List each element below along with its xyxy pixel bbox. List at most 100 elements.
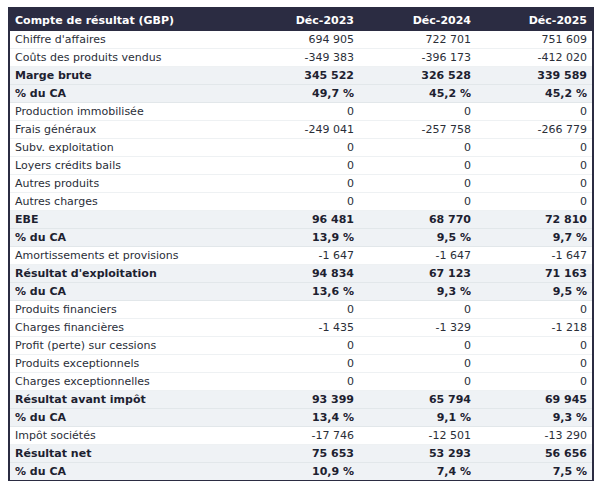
row-label-cell: Résultat d'exploitation bbox=[9, 265, 242, 283]
value-cell: -249 041 bbox=[242, 121, 359, 139]
value-cell: 0 bbox=[242, 139, 359, 157]
value-cell: 0 bbox=[359, 373, 476, 391]
value-cell: 0 bbox=[359, 139, 476, 157]
table-row: Impôt sociétés-17 746-12 501-13 290 bbox=[9, 427, 593, 445]
value-cell: 94 834 bbox=[242, 265, 359, 283]
table-row: % du CA10,9 %7,4 %7,5 % bbox=[9, 463, 593, 481]
row-label-cell: % du CA bbox=[9, 85, 242, 103]
table-row: Marge brute345 522326 528339 589 bbox=[9, 67, 593, 85]
table-row: Loyers crédits bails000 bbox=[9, 157, 593, 175]
value-cell: -257 758 bbox=[359, 121, 476, 139]
row-label-cell: Produits financiers bbox=[9, 301, 242, 319]
value-cell: 0 bbox=[476, 301, 593, 319]
value-cell: 7,5 % bbox=[476, 463, 593, 481]
row-label-cell: % du CA bbox=[9, 463, 242, 481]
row-label-cell: Impôt sociétés bbox=[9, 427, 242, 445]
value-cell: 0 bbox=[359, 157, 476, 175]
value-cell: 0 bbox=[242, 373, 359, 391]
value-cell: 96 481 bbox=[242, 211, 359, 229]
value-cell: 345 522 bbox=[242, 67, 359, 85]
value-cell: 10,9 % bbox=[242, 463, 359, 481]
value-cell: 13,9 % bbox=[242, 229, 359, 247]
value-cell: -396 173 bbox=[359, 49, 476, 67]
table-row: Coûts des produits vendus-349 383-396 17… bbox=[9, 49, 593, 67]
value-cell: 71 163 bbox=[476, 265, 593, 283]
value-cell: -1 647 bbox=[242, 247, 359, 265]
value-cell: 65 794 bbox=[359, 391, 476, 409]
value-cell: 7,4 % bbox=[359, 463, 476, 481]
row-label-cell: Frais généraux bbox=[9, 121, 242, 139]
value-cell: -349 383 bbox=[242, 49, 359, 67]
value-cell: 722 701 bbox=[359, 31, 476, 49]
value-cell: 9,3 % bbox=[476, 409, 593, 427]
value-cell: 53 293 bbox=[359, 445, 476, 463]
table-row: % du CA13,4 %9,1 %9,3 % bbox=[9, 409, 593, 427]
row-label-cell: Résultat net bbox=[9, 445, 242, 463]
value-cell: 0 bbox=[359, 175, 476, 193]
row-label-cell: Autres produits bbox=[9, 175, 242, 193]
row-label-cell: Profit (perte) sur cessions bbox=[9, 337, 242, 355]
table-row: Résultat d'exploitation94 83467 12371 16… bbox=[9, 265, 593, 283]
value-cell: 0 bbox=[242, 355, 359, 373]
value-cell: 9,5 % bbox=[359, 229, 476, 247]
row-label-cell: Loyers crédits bails bbox=[9, 157, 242, 175]
table-row: Produits exceptionnels000 bbox=[9, 355, 593, 373]
value-cell: 68 770 bbox=[359, 211, 476, 229]
table-row: EBE96 48168 77072 810 bbox=[9, 211, 593, 229]
value-cell: 339 589 bbox=[476, 67, 593, 85]
value-cell: -13 290 bbox=[476, 427, 593, 445]
value-cell: 0 bbox=[359, 193, 476, 211]
value-cell: 0 bbox=[242, 301, 359, 319]
value-cell: 75 653 bbox=[242, 445, 359, 463]
table-row: Résultat net75 65353 29356 656 bbox=[9, 445, 593, 463]
row-label-cell: % du CA bbox=[9, 283, 242, 301]
value-cell: 13,6 % bbox=[242, 283, 359, 301]
table-row: Profit (perte) sur cessions000 bbox=[9, 337, 593, 355]
row-label-cell: Marge brute bbox=[9, 67, 242, 85]
value-cell: 0 bbox=[242, 157, 359, 175]
row-label-cell: Charges exceptionnelles bbox=[9, 373, 242, 391]
table-body: Chiffre d'affaires694 905722 701751 609C… bbox=[9, 31, 593, 481]
table-row: Résultat avant impôt93 39965 79469 945 bbox=[9, 391, 593, 409]
table-header: Compte de résultat (GBP) Déc-2023 Déc-20… bbox=[9, 8, 593, 31]
value-cell: 45,2 % bbox=[476, 85, 593, 103]
table-row: Production immobilisée000 bbox=[9, 103, 593, 121]
value-cell: 67 123 bbox=[359, 265, 476, 283]
value-cell: 694 905 bbox=[242, 31, 359, 49]
table-row: Charges exceptionnelles000 bbox=[9, 373, 593, 391]
row-label-cell: Charges financières bbox=[9, 319, 242, 337]
row-label-cell: Amortissements et provisions bbox=[9, 247, 242, 265]
value-cell: 49,7 % bbox=[242, 85, 359, 103]
table-row: Autres produits000 bbox=[9, 175, 593, 193]
value-cell: -1 218 bbox=[476, 319, 593, 337]
value-cell: 0 bbox=[476, 337, 593, 355]
row-label-cell: Autres charges bbox=[9, 193, 242, 211]
row-label-cell: Résultat avant impôt bbox=[9, 391, 242, 409]
value-cell: 0 bbox=[359, 103, 476, 121]
table-row: Charges financières-1 435-1 329-1 218 bbox=[9, 319, 593, 337]
value-cell: 751 609 bbox=[476, 31, 593, 49]
column-header-dec-2025: Déc-2025 bbox=[476, 8, 593, 31]
value-cell: 0 bbox=[242, 175, 359, 193]
table-row: Chiffre d'affaires694 905722 701751 609 bbox=[9, 31, 593, 49]
value-cell: 0 bbox=[476, 193, 593, 211]
value-cell: 0 bbox=[242, 103, 359, 121]
value-cell: 13,4 % bbox=[242, 409, 359, 427]
value-cell: 9,5 % bbox=[476, 283, 593, 301]
table-row: Produits financiers000 bbox=[9, 301, 593, 319]
row-label-cell: Coûts des produits vendus bbox=[9, 49, 242, 67]
value-cell: 56 656 bbox=[476, 445, 593, 463]
value-cell: -266 779 bbox=[476, 121, 593, 139]
value-cell: -12 501 bbox=[359, 427, 476, 445]
value-cell: 0 bbox=[476, 355, 593, 373]
value-cell: 0 bbox=[476, 157, 593, 175]
value-cell: -1 647 bbox=[476, 247, 593, 265]
row-label-cell: EBE bbox=[9, 211, 242, 229]
income-statement-report: Compte de résultat (GBP) Déc-2023 Déc-20… bbox=[0, 0, 600, 481]
value-cell: 0 bbox=[242, 337, 359, 355]
value-cell: 45,2 % bbox=[359, 85, 476, 103]
value-cell: 0 bbox=[476, 175, 593, 193]
table-row: Subv. exploitation000 bbox=[9, 139, 593, 157]
header-title: Compte de résultat (GBP) bbox=[9, 8, 242, 31]
table-row: % du CA13,6 %9,3 %9,5 % bbox=[9, 283, 593, 301]
